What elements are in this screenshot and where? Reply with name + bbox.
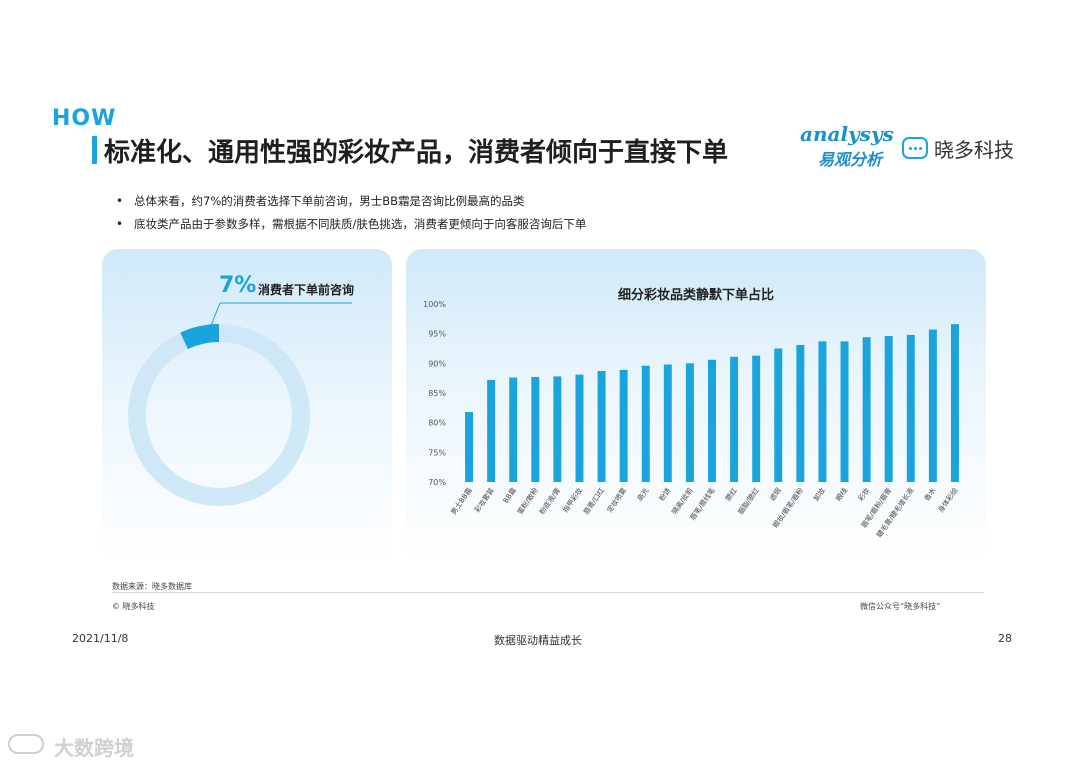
bar-chart: 细分彩妆品类静默下单占比 70% 75% 80% 85% 90% 95% 100% 男士BB霜…	[423, 287, 959, 539]
bar	[619, 369, 628, 482]
bar	[906, 334, 915, 482]
footer-divider	[112, 592, 984, 593]
x-tick-label: 彩妆	[856, 486, 871, 503]
x-tick-label: 粉底液/膏	[537, 486, 562, 516]
donut-highlight-segment	[180, 324, 220, 350]
page-number: 28	[998, 632, 1012, 645]
analysys-logo: analysys 易观分析	[800, 122, 900, 170]
bar	[774, 348, 783, 482]
summary-bullets: 总体来看，约7%的消费者选择下单前咨询，男士BB霜是咨询比例最高的品类 底妆类产…	[116, 194, 586, 240]
xiaoduo-logo: 晓多科技	[902, 134, 1027, 164]
bar	[509, 377, 518, 482]
data-source: 数据来源：晓多数据库	[112, 582, 192, 591]
bar	[708, 359, 716, 482]
y-tick-label: 75%	[428, 448, 446, 457]
bar	[928, 329, 937, 482]
y-tick-label: 95%	[428, 330, 446, 339]
x-tick-label: 粉饼	[657, 486, 672, 503]
wechat-account: 微信公众号“晓多科技”	[860, 602, 941, 611]
x-tick-label: 腮红	[723, 486, 738, 503]
x-tick-label: BB霜	[502, 487, 518, 505]
x-tick-label: 彩妆套装	[472, 486, 495, 514]
section-tag: HOW	[52, 106, 117, 131]
callout-line	[207, 302, 221, 334]
bar	[752, 355, 761, 482]
x-tick-label: 唇膏/口红	[581, 486, 606, 516]
bar	[840, 341, 849, 482]
bar	[950, 324, 959, 482]
bar	[641, 365, 650, 482]
footer-date: 2021/11/8	[72, 632, 129, 645]
x-tick-label: 男士BB霜	[449, 486, 474, 516]
bar	[862, 337, 871, 482]
x-tick-label: 眼线	[834, 486, 849, 503]
x-tick-label: 遮瑕	[767, 486, 782, 503]
watermark-logo-icon	[8, 734, 44, 754]
x-tick-label: 隔离/妆前	[670, 486, 695, 516]
title-accent-bar	[92, 136, 97, 164]
x-tick-label: 身体彩绘	[936, 486, 959, 514]
chat-bubble-icon	[902, 137, 928, 159]
donut-percent: 7%	[219, 273, 257, 298]
bullet-item: 底妆类产品由于参数多样，需根据不同肤质/肤色挑选，消费者更倾向于向客服咨询后下单	[116, 217, 586, 240]
y-tick-label: 90%	[428, 359, 446, 368]
xiaoduo-logo-text: 晓多科技	[934, 138, 1014, 162]
bar	[597, 371, 606, 482]
bar	[465, 411, 474, 482]
bar	[796, 344, 805, 482]
bar	[531, 376, 540, 482]
donut-panel	[102, 249, 392, 564]
x-tick-label: 香水	[922, 486, 937, 503]
copyright: © 晓多科技	[112, 602, 155, 611]
bar	[685, 363, 694, 482]
y-tick-label: 80%	[428, 419, 446, 428]
watermark-text: 大数跨境	[54, 736, 134, 760]
x-tick-label: 卸妆	[812, 486, 827, 503]
bar	[553, 376, 562, 482]
x-tick-label: 蜜粉/散粉	[515, 486, 540, 516]
bar	[663, 364, 672, 482]
x-tick-label: 指甲彩妆	[561, 486, 584, 514]
bar	[818, 341, 827, 482]
donut-chart	[128, 302, 352, 506]
page-title: 标准化、通用性强的彩妆产品，消费者倾向于直接下单	[104, 138, 729, 168]
analysys-logo-text: analysys	[800, 122, 894, 146]
y-tick-label: 85%	[428, 389, 446, 398]
donut-ring	[128, 324, 310, 506]
x-tick-label: 定妆喷雾	[605, 486, 628, 514]
bar	[884, 336, 893, 482]
x-tick-label: 胭脂/腮红	[736, 486, 761, 516]
bar	[487, 379, 496, 482]
bar	[730, 356, 739, 482]
bullet-item: 总体来看，约7%的消费者选择下单前咨询，男士BB霜是咨询比例最高的品类	[116, 194, 586, 217]
footer-slogan: 数据驱动精益成长	[494, 634, 582, 647]
x-tick-label: 高光	[635, 486, 650, 503]
donut-label: 消费者下单前咨询	[258, 283, 355, 297]
bar	[575, 374, 584, 482]
chart-title: 细分彩妆品类静默下单占比	[618, 287, 774, 303]
y-tick-label: 100%	[423, 300, 446, 309]
analysys-logo-cn: 易观分析	[818, 150, 883, 169]
y-tick-label: 70%	[428, 478, 446, 487]
